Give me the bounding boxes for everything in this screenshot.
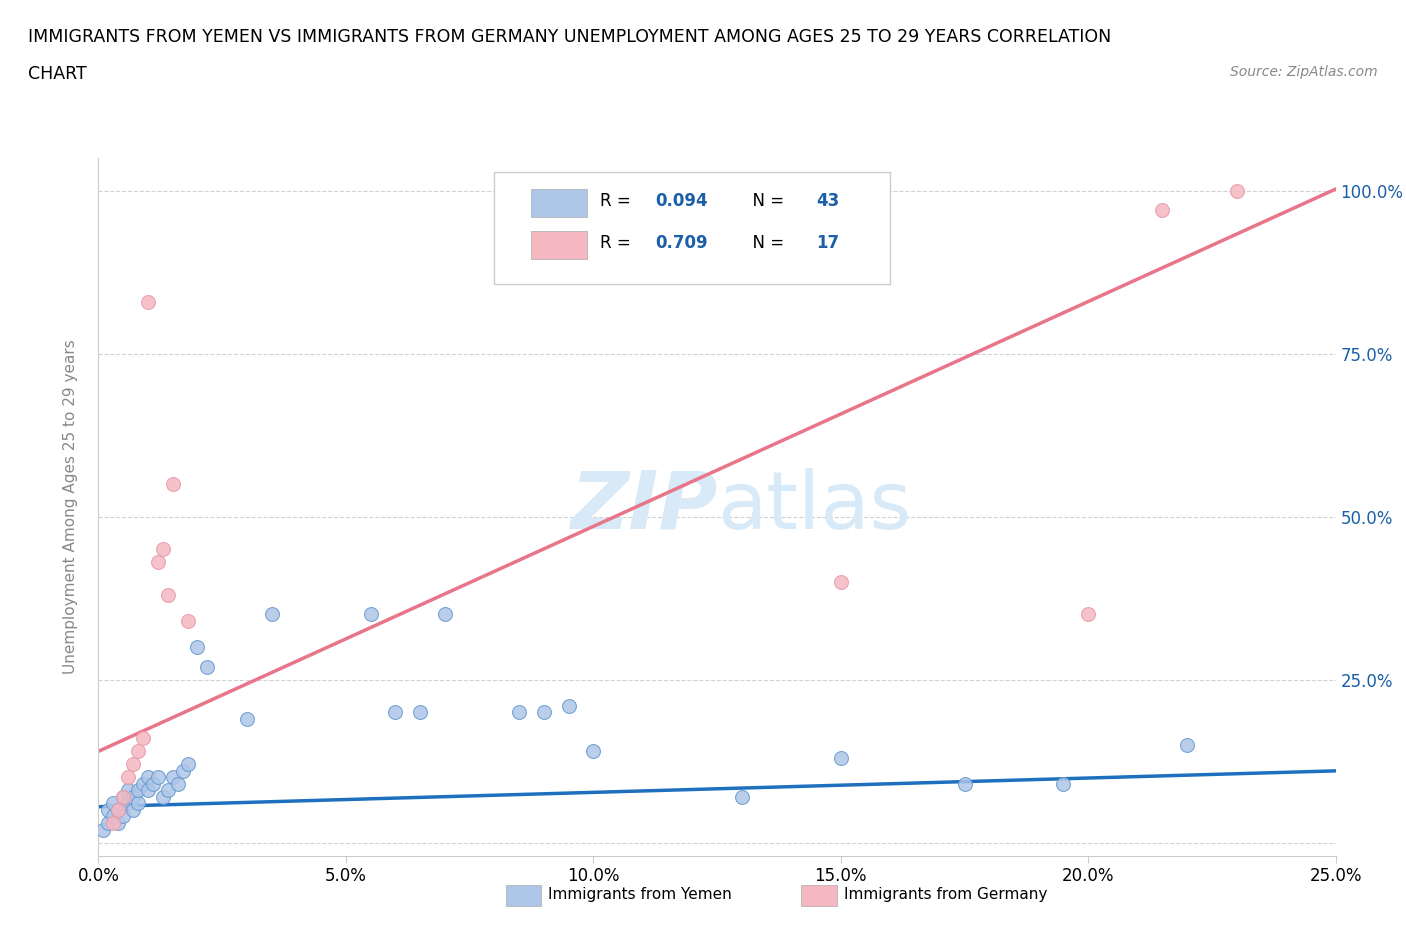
Point [156, 588, 179, 603]
Text: R =: R = [599, 234, 636, 252]
Point [1152, 203, 1174, 218]
Point [176, 614, 198, 629]
Point [260, 607, 283, 622]
Bar [531, 190, 588, 218]
Y-axis label: Unemployment Among Ages 25 to 29 years: Unemployment Among Ages 25 to 29 years [63, 339, 77, 674]
Point [172, 764, 194, 778]
Point [142, 777, 165, 791]
Point [132, 777, 155, 791]
Point [166, 777, 188, 791]
Point [107, 803, 129, 817]
Point [953, 777, 976, 791]
Bar [531, 232, 588, 259]
Point [1175, 737, 1198, 752]
Point [176, 757, 198, 772]
Point [156, 783, 179, 798]
Point [146, 770, 169, 785]
Text: Immigrants from Germany: Immigrants from Germany [844, 887, 1047, 902]
Point [117, 796, 139, 811]
FancyBboxPatch shape [495, 172, 890, 284]
Point [1077, 607, 1099, 622]
Point [107, 803, 129, 817]
Text: ZIP: ZIP [569, 468, 717, 546]
Point [103, 796, 125, 811]
Point [830, 575, 852, 590]
Point [136, 783, 159, 798]
Text: N =: N = [742, 234, 789, 252]
Text: atlas: atlas [717, 468, 911, 546]
Point [236, 711, 259, 726]
Point [360, 607, 382, 622]
Point [127, 796, 149, 811]
Point [127, 783, 149, 798]
Point [97, 803, 120, 817]
Point [122, 790, 145, 804]
Point [103, 816, 125, 830]
Point [136, 294, 159, 309]
Point [146, 555, 169, 570]
Text: 43: 43 [815, 193, 839, 210]
Point [122, 803, 145, 817]
Point [117, 783, 139, 798]
Point [186, 640, 208, 655]
Point [117, 770, 139, 785]
Point [93, 822, 115, 837]
Text: 17: 17 [815, 234, 839, 252]
Point [1052, 777, 1074, 791]
Text: 0.094: 0.094 [655, 193, 707, 210]
Point [731, 790, 754, 804]
Point [162, 476, 184, 491]
Point [162, 770, 184, 785]
Point [112, 790, 135, 804]
Text: Immigrants from Yemen: Immigrants from Yemen [548, 887, 733, 902]
Point [103, 809, 125, 824]
Point [136, 770, 159, 785]
Point [1226, 183, 1249, 198]
Point [409, 705, 432, 720]
Text: R =: R = [599, 193, 636, 210]
Text: IMMIGRANTS FROM YEMEN VS IMMIGRANTS FROM GERMANY UNEMPLOYMENT AMONG AGES 25 TO 2: IMMIGRANTS FROM YEMEN VS IMMIGRANTS FROM… [28, 28, 1111, 46]
Point [508, 705, 530, 720]
Point [97, 816, 120, 830]
Point [132, 731, 155, 746]
Point [122, 757, 145, 772]
Point [112, 790, 135, 804]
Text: CHART: CHART [28, 65, 87, 83]
Point [195, 659, 218, 674]
Point [152, 542, 174, 557]
Text: N =: N = [742, 193, 789, 210]
Text: 0.709: 0.709 [655, 234, 707, 252]
Point [127, 744, 149, 759]
Text: Source: ZipAtlas.com: Source: ZipAtlas.com [1230, 65, 1378, 79]
Point [433, 607, 456, 622]
Point [384, 705, 406, 720]
Point [533, 705, 555, 720]
Point [112, 809, 135, 824]
Point [582, 744, 605, 759]
Point [557, 698, 579, 713]
Point [830, 751, 852, 765]
Point [107, 816, 129, 830]
Point [152, 790, 174, 804]
